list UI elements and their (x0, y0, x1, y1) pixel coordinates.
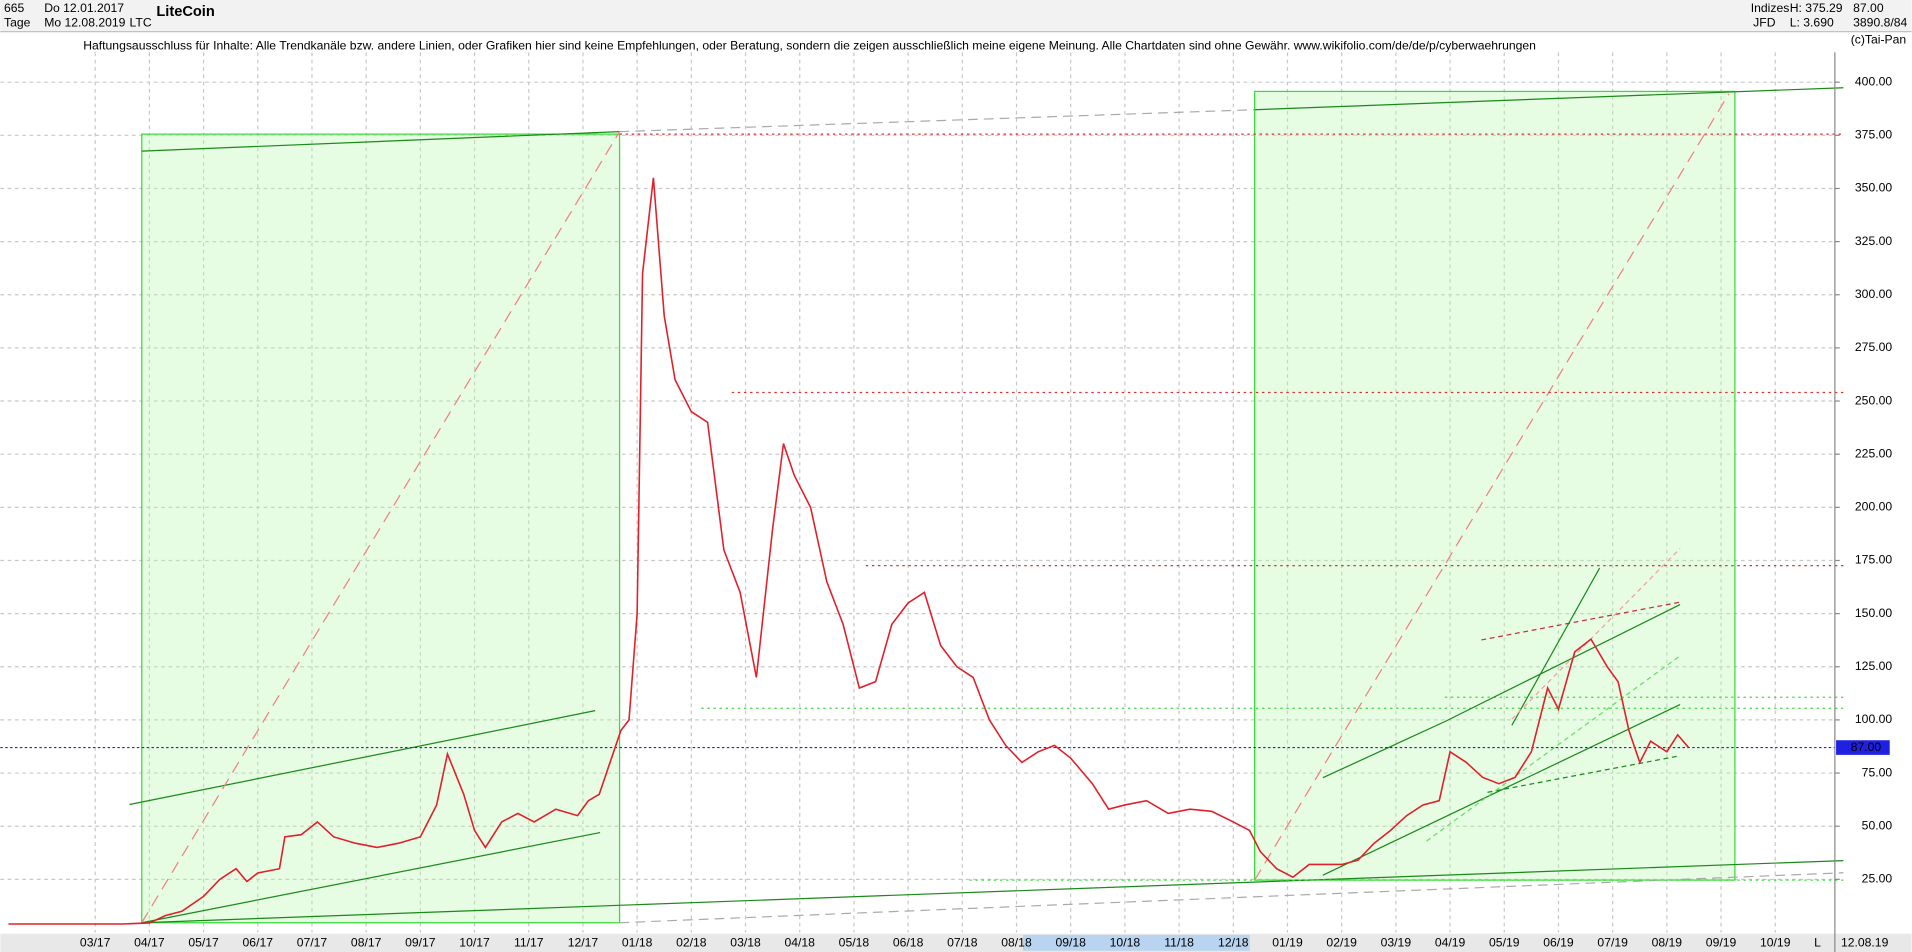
trend-line (1511, 548, 1681, 720)
y-tick-label: 25.00 (1862, 872, 1893, 886)
x-tick-label: 10/18 (1110, 936, 1141, 950)
date: 12.08.19 (1841, 936, 1889, 950)
trend-line (1322, 721, 1446, 779)
x-tick-label: 03/17 (80, 936, 111, 950)
y-tick-label: 75.00 (1862, 765, 1893, 779)
x-tick-label: 01/18 (622, 936, 653, 950)
y-tick-label: 200.00 (1855, 500, 1892, 514)
y-tick-label: 275.00 (1855, 340, 1892, 354)
x-tick-label: 12/18 (1218, 936, 1249, 950)
x-tick-label: 05/18 (839, 936, 870, 950)
trend-line (141, 131, 620, 152)
x-tick-label: 04/18 (784, 936, 815, 950)
scale: L (1814, 936, 1821, 950)
annotations (129, 87, 1844, 924)
price-line (8, 177, 1690, 925)
y-tick-label: 225.00 (1855, 446, 1892, 460)
current-value-label: 87.00 (1851, 740, 1882, 754)
copyright: (c)Tai-Pan (1851, 32, 1906, 46)
count: 665 (4, 1, 25, 15)
trend-line (1511, 567, 1601, 726)
x-axis-bar (0, 933, 1912, 952)
x-tick-label: 06/18 (893, 936, 924, 950)
trend-line (141, 831, 601, 924)
y-tick-label: 300.00 (1855, 287, 1892, 301)
x-tick-label: 09/18 (1055, 936, 1086, 950)
x-tick-label: 03/18 (730, 936, 761, 950)
low: L: 3.690 (1790, 15, 1834, 29)
x-tick-label: 06/19 (1543, 936, 1574, 950)
x-tick-label: 08/18 (1001, 936, 1032, 950)
x-tick-label: 11/17 (514, 936, 544, 950)
period: Tage (4, 15, 31, 29)
x-tick-label: 02/19 (1326, 936, 1357, 950)
trend-line (129, 710, 596, 806)
x-tick-label: 12/17 (568, 936, 599, 950)
y-tick-label: 375.00 (1855, 128, 1892, 142)
y-tick-label: 50.00 (1862, 818, 1893, 832)
y-tick-label: 150.00 (1855, 606, 1892, 620)
y-tick-label: 175.00 (1855, 553, 1892, 567)
x-axis-highlight (1023, 934, 1250, 951)
y-tick-label: 100.00 (1855, 712, 1892, 726)
trend-line (1487, 755, 1681, 793)
x-tick-label: 05/19 (1489, 936, 1520, 950)
volume: 3890.8/84 (1853, 15, 1907, 29)
current-value-box (1836, 740, 1890, 755)
x-tick-label: 09/17 (405, 936, 436, 950)
x-tick-label: 07/18 (947, 936, 978, 950)
chart-title: LiteCoin (156, 4, 215, 20)
trend-line (1322, 704, 1681, 876)
x-tick-label: 10/17 (459, 936, 490, 950)
x-tick-label: 08/19 (1652, 936, 1683, 950)
x-tick-label: 05/17 (188, 936, 219, 950)
trend-line (1254, 87, 1844, 111)
trend-line (141, 131, 621, 924)
trend-line (1426, 655, 1681, 842)
trend-line (1254, 93, 1730, 881)
trend-line (619, 109, 1255, 133)
y-tick-label: 325.00 (1855, 234, 1892, 248)
x-tick-label: 08/17 (351, 936, 382, 950)
x-tick-label: 04/17 (134, 936, 165, 950)
x-tick-label: 09/19 (1706, 936, 1737, 950)
symbol: LTC (130, 15, 152, 29)
y-tick-label: 350.00 (1855, 181, 1892, 195)
y-tick-label: 250.00 (1855, 393, 1892, 407)
trend-line (1444, 604, 1681, 723)
box (1254, 90, 1736, 881)
x-tick-label: 11/18 (1164, 936, 1194, 950)
broker: JFD (1753, 15, 1776, 29)
x-tick-label: 01/19 (1272, 936, 1303, 950)
header-bar (0, 0, 1912, 32)
trend-line (141, 859, 1844, 924)
to-date: Mo 12.08.2019 (44, 15, 125, 29)
box (141, 133, 621, 924)
market: Indizes (1751, 1, 1790, 15)
x-tick-label: 03/19 (1381, 936, 1412, 950)
x-tick-label: 02/18 (676, 936, 707, 950)
x-tick-label: 10/19 (1760, 936, 1791, 950)
x-tick-label: 04/19 (1435, 936, 1466, 950)
from-date: Do 12.01.2017 (44, 1, 124, 15)
x-tick-label: 07/17 (297, 936, 328, 950)
disclaimer: Haftungsausschluss für Inhalte: Alle Tre… (83, 39, 1536, 53)
last: 87.00 (1853, 1, 1884, 15)
y-tick-label: 400.00 (1855, 74, 1892, 88)
y-tick-label: 125.00 (1855, 659, 1892, 673)
high: H: 375.29 (1790, 1, 1843, 15)
x-tick-label: 07/19 (1597, 936, 1628, 950)
x-tick-label: 06/17 (243, 936, 274, 950)
trend-line (619, 872, 1844, 924)
